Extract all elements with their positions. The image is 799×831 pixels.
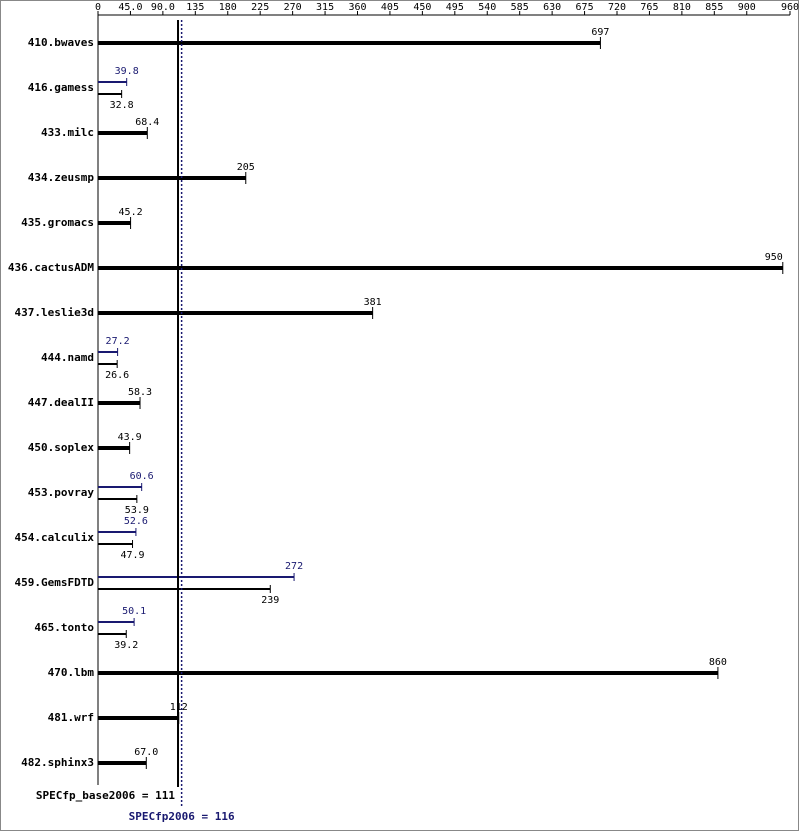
category-label: 454.calculix [15, 531, 95, 544]
category-label: 481.wrf [48, 711, 94, 724]
category-label: 450.soplex [28, 441, 95, 454]
value-label: 67.0 [134, 747, 158, 758]
value-label: 39.2 [114, 640, 138, 651]
x-tick-label: 0 [95, 2, 101, 13]
reference-label: SPECfp_base2006 = 111 [36, 789, 175, 802]
x-tick-label: 180 [219, 2, 237, 13]
category-label: 433.milc [41, 126, 94, 139]
category-label: 437.leslie3d [15, 306, 94, 319]
category-label: 416.gamess [28, 81, 94, 94]
category-label: 436.cactusADM [8, 261, 94, 274]
x-tick-label: 585 [511, 2, 529, 13]
category-label: 434.zeusmp [28, 171, 95, 184]
x-tick-label: 450 [413, 2, 431, 13]
x-tick-label: 270 [284, 2, 302, 13]
value-label: 239 [261, 595, 279, 606]
value-label: 950 [765, 252, 783, 263]
category-label: 435.gromacs [21, 216, 94, 229]
category-label: 410.bwaves [28, 36, 94, 49]
x-tick-label: 90.0 [151, 2, 175, 13]
value-label: 58.3 [128, 387, 152, 398]
x-tick-label: 540 [478, 2, 496, 13]
x-tick-label: 225 [251, 2, 269, 13]
category-label: 459.GemsFDTD [15, 576, 95, 589]
x-tick-label: 135 [186, 2, 204, 13]
x-tick-label: 45.0 [118, 2, 142, 13]
value-label: 272 [285, 561, 303, 572]
value-label: 52.6 [124, 516, 148, 527]
value-label: 45.2 [119, 207, 143, 218]
value-label: 860 [709, 657, 727, 668]
value-label: 205 [237, 162, 255, 173]
value-label: 68.4 [135, 117, 159, 128]
x-tick-label: 720 [608, 2, 626, 13]
value-label: 53.9 [125, 505, 149, 516]
category-label: 482.sphinx3 [21, 756, 94, 769]
category-label: 453.povray [28, 486, 95, 499]
reference-label: SPECfp2006 = 116 [129, 810, 235, 823]
category-label: 444.namd [41, 351, 94, 364]
value-label: 39.8 [115, 66, 139, 77]
value-label: 697 [591, 27, 609, 38]
x-tick-label: 810 [673, 2, 691, 13]
x-tick-label: 765 [640, 2, 658, 13]
x-tick-label: 630 [543, 2, 561, 13]
x-tick-label: 675 [576, 2, 594, 13]
value-label: 60.6 [130, 471, 154, 482]
value-label: 32.8 [110, 100, 134, 111]
category-label: 465.tonto [34, 621, 94, 634]
x-tick-label: 360 [348, 2, 366, 13]
x-tick-label: 495 [446, 2, 464, 13]
category-label: 447.dealII [28, 396, 94, 409]
x-tick-label: 315 [316, 2, 334, 13]
value-label: 27.2 [106, 336, 130, 347]
x-tick-label: 960 [781, 2, 799, 13]
x-tick-label: 855 [705, 2, 723, 13]
value-label: 43.9 [118, 432, 142, 443]
x-tick-label: 900 [738, 2, 756, 13]
value-label: 47.9 [120, 550, 144, 561]
value-label: 381 [364, 297, 382, 308]
value-label: 26.6 [105, 370, 129, 381]
category-label: 470.lbm [48, 666, 95, 679]
x-tick-label: 405 [381, 2, 399, 13]
value-label: 50.1 [122, 606, 146, 617]
